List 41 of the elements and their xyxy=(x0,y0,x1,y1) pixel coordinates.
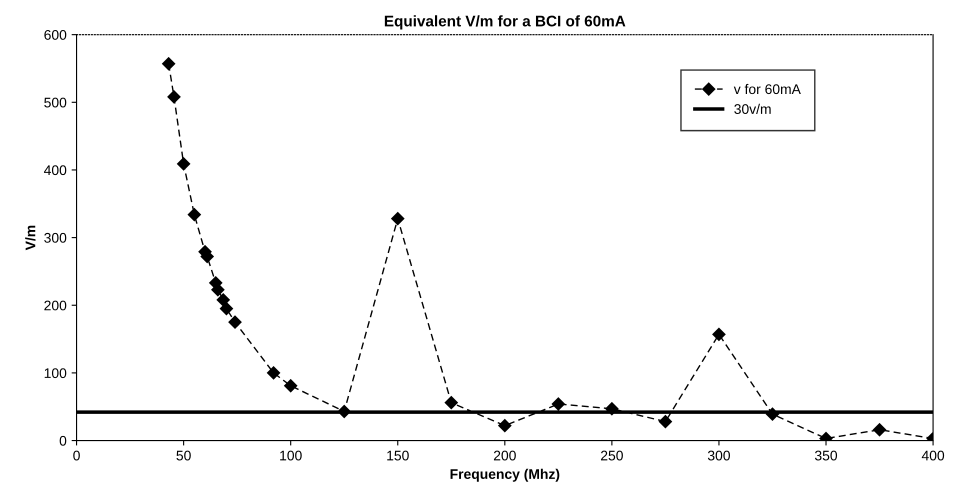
legend-label: v for 60mA xyxy=(734,84,801,94)
point xyxy=(266,366,280,380)
point xyxy=(444,396,458,410)
y-tick-label: 100 xyxy=(44,368,66,378)
point xyxy=(712,328,726,341)
x-tick-label: 0 xyxy=(73,450,80,460)
chart-title: Equivalent V/m for a BCI of 60mA xyxy=(384,15,626,30)
point xyxy=(872,423,886,436)
x-tick-label: 250 xyxy=(600,450,623,460)
point xyxy=(338,404,351,418)
x-tick-label: 50 xyxy=(176,450,191,460)
point xyxy=(167,90,181,104)
point xyxy=(391,212,404,226)
x-tick-label: 100 xyxy=(280,450,302,460)
point xyxy=(220,302,234,316)
point xyxy=(188,208,201,222)
y-tick-label: 200 xyxy=(44,300,66,310)
y-tick-label: 0 xyxy=(60,436,66,446)
y-axis-title: V/m xyxy=(25,226,36,250)
point xyxy=(216,293,230,306)
point xyxy=(766,408,780,421)
x-axis-title: Frequency (Mhz) xyxy=(450,468,560,482)
point xyxy=(162,57,176,70)
y-tick-label: 600 xyxy=(44,30,66,40)
point xyxy=(177,157,190,170)
y-tick-label: 400 xyxy=(44,165,66,176)
point xyxy=(498,419,512,432)
x-tick-label: 350 xyxy=(814,450,838,460)
x-tick-label: 150 xyxy=(387,450,409,460)
point xyxy=(211,283,224,296)
point xyxy=(658,415,672,428)
x-tick-label: 400 xyxy=(922,450,944,460)
legend-label: 30v/m xyxy=(734,104,771,114)
point xyxy=(552,397,565,411)
point xyxy=(605,402,618,416)
x-tick-label: 200 xyxy=(494,450,516,460)
point xyxy=(284,379,298,392)
y-tick-label: 300 xyxy=(44,232,66,243)
y-tick-label: 500 xyxy=(44,98,66,108)
x-tick-label: 300 xyxy=(708,450,730,460)
point xyxy=(228,316,242,329)
